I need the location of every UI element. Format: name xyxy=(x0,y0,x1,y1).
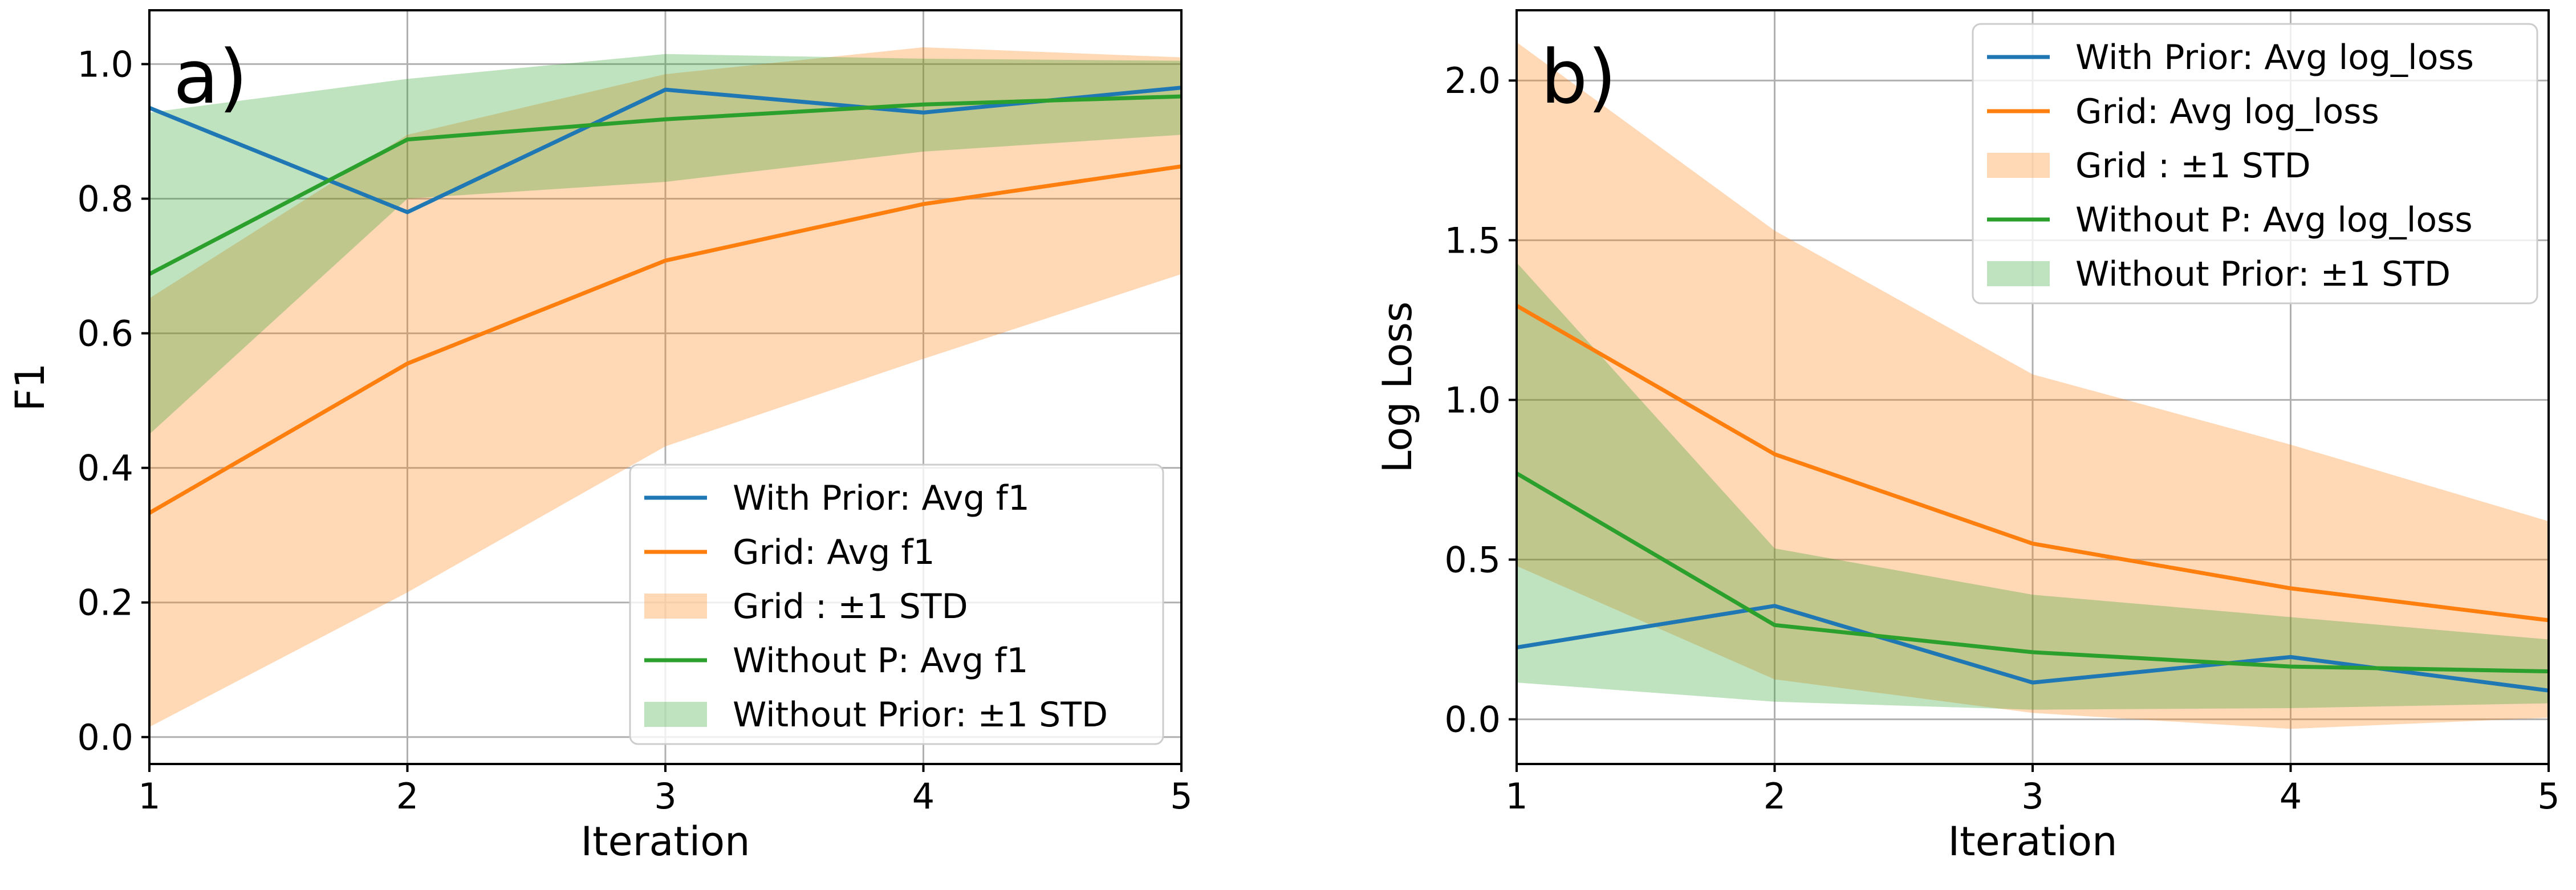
panel-tag: a) xyxy=(173,34,247,120)
y-tick-label: 0.0 xyxy=(77,717,133,758)
x-axis-label: Iteration xyxy=(1948,818,2118,865)
y-tick-label: 1.0 xyxy=(77,43,133,85)
y-tick-label: 0.5 xyxy=(1444,539,1501,580)
panel-tag: b) xyxy=(1541,34,1616,120)
y-tick-label: 0.6 xyxy=(77,313,133,355)
y-tick-label: 0.2 xyxy=(77,582,133,624)
x-tick-label: 5 xyxy=(2537,775,2559,817)
legend-entry-label: Without Prior: ±1 STD xyxy=(733,695,1108,735)
legend-entry-label: Grid : ±1 STD xyxy=(733,587,968,627)
legend-entry-label: With Prior: Avg log_loss xyxy=(2075,38,2474,78)
x-tick-label: 3 xyxy=(654,775,676,817)
series-line-0 xyxy=(149,86,1181,214)
legend-entry-label: Grid: Avg log_loss xyxy=(2075,92,2379,132)
x-tick-label: 5 xyxy=(1170,775,1192,817)
legend-entry-label: Without Prior: ±1 STD xyxy=(2075,254,2451,294)
legend-entry-label: Grid: Avg f1 xyxy=(733,533,935,572)
legend-entry-label: Without P: Avg log_loss xyxy=(2075,200,2473,240)
legend-entry-label: With Prior: Avg f1 xyxy=(733,478,1030,518)
panel-b: 1 2 3 4 5 0.0 0.5 1.0 1.5 2.0 Iteration Log Loss b) W… xyxy=(1374,9,2560,865)
legend-swatch-band xyxy=(644,594,707,619)
series-line-3 xyxy=(149,94,1181,276)
x-tick-label: 4 xyxy=(912,775,934,817)
y-tick-label: 2.0 xyxy=(1444,60,1501,101)
x-tick-label: 1 xyxy=(138,775,160,817)
std-band-4 xyxy=(149,54,1181,434)
x-tick-label: 4 xyxy=(2280,775,2302,817)
y-tick-label: 0.0 xyxy=(1444,699,1501,741)
legend-entry-label: Without P: Avg f1 xyxy=(733,641,1029,681)
x-tick-label: 1 xyxy=(1505,775,1527,817)
legend-box xyxy=(629,464,1164,745)
y-tick-label: 0.4 xyxy=(77,448,133,489)
x-axis-label: Iteration xyxy=(581,818,750,865)
legend-box xyxy=(1972,23,2538,304)
y-axis-label: Log Loss xyxy=(1374,302,1421,473)
legend: With Prior: Avg f1 Grid: Avg f1 Grid : ±1 … xyxy=(629,464,1164,745)
y-axis-label: F1 xyxy=(7,363,54,412)
panel-a: 1 2 3 4 5 0.0 0.2 0.4 0.6 0.8 1.0 Iteration F1 a) With… xyxy=(7,9,1193,865)
legend: With Prior: Avg log_loss Grid: Avg log_lo… xyxy=(1972,23,2538,304)
x-tick-label: 2 xyxy=(396,775,419,817)
legend-swatch-band xyxy=(644,702,707,727)
y-tick-label: 1.5 xyxy=(1444,220,1501,261)
y-tick-label: 0.8 xyxy=(77,178,133,220)
x-tick-label: 2 xyxy=(1764,775,1786,817)
plot-area xyxy=(1517,42,2549,729)
series-line-1 xyxy=(1517,304,2549,623)
y-tick-label: 1.0 xyxy=(1444,379,1501,421)
std-band-2 xyxy=(149,47,1181,728)
series-line-1 xyxy=(149,164,1181,515)
plot-area xyxy=(149,47,1181,728)
series-line-3 xyxy=(1517,472,2549,674)
std-band-2 xyxy=(1517,42,2549,729)
legend-swatch-band xyxy=(1987,153,2050,178)
std-band-4 xyxy=(1517,262,2549,710)
x-tick-label: 3 xyxy=(2021,775,2043,817)
legend-swatch-band xyxy=(1987,261,2050,286)
legend-entry-label: Grid : ±1 STD xyxy=(2075,146,2311,186)
